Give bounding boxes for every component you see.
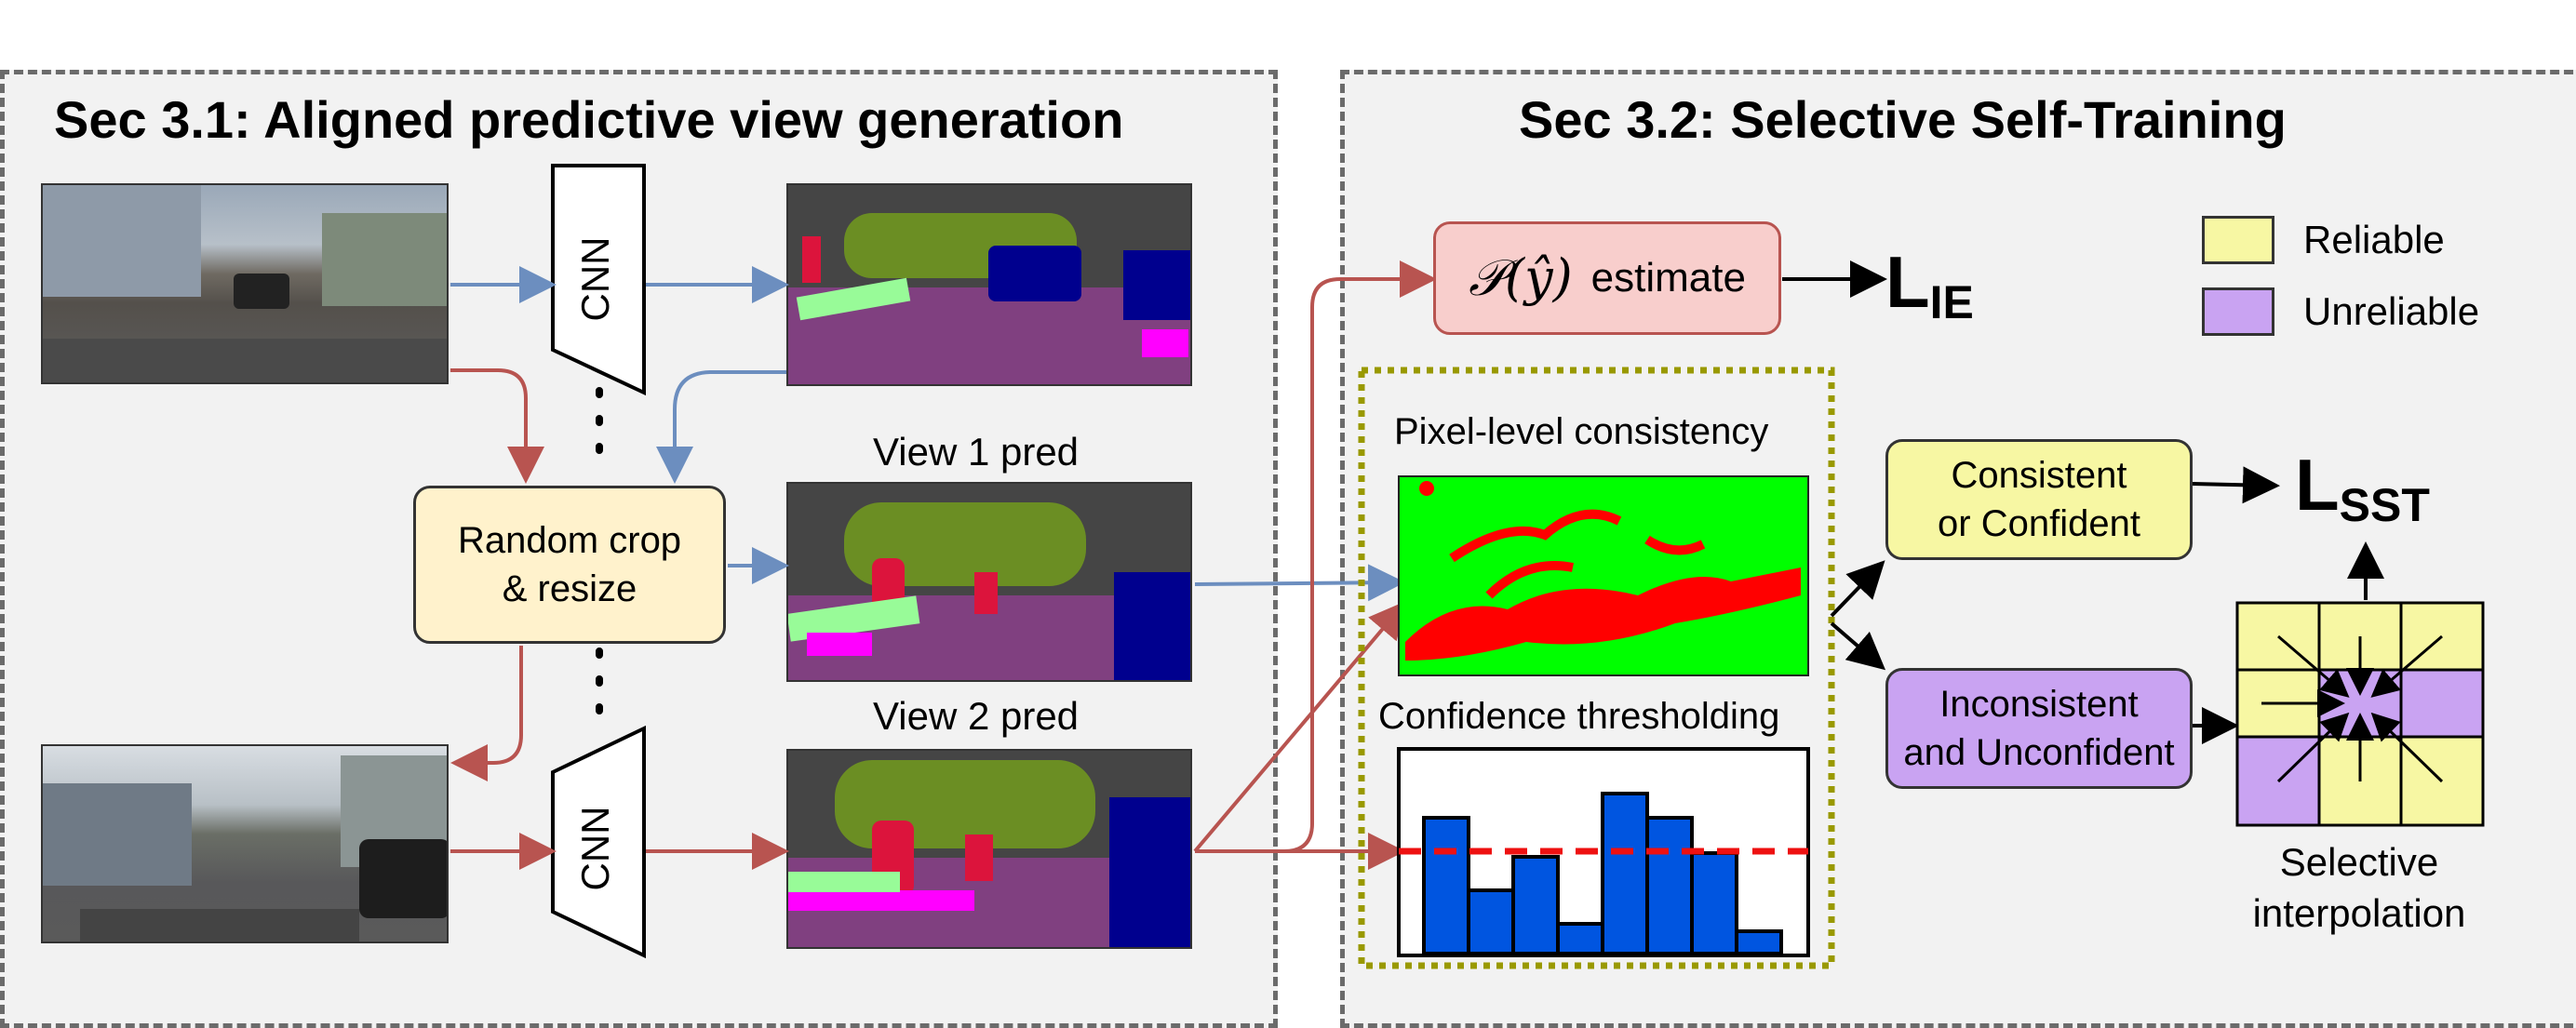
estimate-box: 𝒫(ŷ) estimate — [1433, 221, 1781, 335]
confidence-label: Confidence thresholding — [1378, 696, 1780, 737]
interp-label: Selective interpolation — [2234, 837, 2485, 939]
histogram-bar — [1556, 922, 1604, 955]
legend-reliable-label: Reliable — [2303, 218, 2445, 261]
cnn-top-label: CNN — [573, 237, 617, 322]
random-crop-box: Random crop & resize — [413, 486, 726, 644]
crop-line1: Random crop — [457, 520, 682, 561]
arrow-img-to-crop — [450, 368, 544, 484]
arrow-crop-to-img-bottom — [450, 646, 523, 781]
pred-view2 — [786, 749, 1192, 949]
consistent-box: Consistent or Confident — [1885, 439, 2193, 560]
arrow-view1-to-consistency — [1194, 564, 1405, 602]
consistency-map-dot — [1419, 481, 1434, 496]
histogram-bar — [1511, 855, 1560, 955]
histogram-bar — [1467, 888, 1515, 955]
histogram-bar — [1645, 816, 1694, 955]
loss-ie-sub: IE — [1930, 276, 1974, 328]
legend-unreliable-label: Unreliable — [2303, 289, 2480, 333]
loss-sst-sub: SST — [2340, 479, 2430, 531]
arrow-pred-top-to-crop — [656, 370, 786, 484]
histogram-bar — [1422, 816, 1470, 955]
crop-line2: & resize — [502, 568, 637, 609]
input-image-top — [41, 183, 449, 384]
loss-sst: LSST — [2295, 444, 2430, 531]
pred-view1 — [786, 482, 1192, 682]
sec31-title: Sec 3.1: Aligned predictive view generat… — [54, 90, 1124, 149]
view2-label: View 2 pred — [873, 694, 1080, 738]
sec32-title: Sec 3.2: Selective Self-Training — [1519, 90, 2287, 149]
consistent-line1: Consistent — [1951, 455, 2127, 496]
consistent-line2: or Confident — [1938, 503, 2140, 544]
inconsistent-box: Inconsistent and Unconfident — [1885, 668, 2193, 789]
inconsistent-line2: and Unconfident — [1903, 732, 2175, 773]
consistency-map-errors — [1405, 567, 1801, 661]
histogram-bars — [1422, 792, 1783, 955]
pred-top — [786, 183, 1192, 386]
histogram-bar — [1601, 792, 1649, 955]
legend-reliable-swatch — [2202, 216, 2274, 264]
histogram-bar — [1735, 929, 1783, 955]
inconsistent-line1: Inconsistent — [1939, 684, 2139, 725]
arrow-split-down — [1830, 621, 1886, 671]
legend-unreliable-swatch — [2202, 287, 2274, 336]
loss-sst-main: L — [2295, 444, 2340, 526]
estimate-text: estimate — [1590, 255, 1746, 301]
input-image-bottom — [41, 744, 449, 943]
estimate-math: 𝒫(ŷ) — [1469, 247, 1573, 307]
interpolation-grid — [2235, 601, 2485, 827]
arrow-consistent-to-lsst — [2192, 466, 2280, 504]
arrow-split-up — [1830, 560, 1885, 618]
consistency-label: Pixel-level consistency — [1394, 411, 1769, 452]
evidence-group-box — [1358, 367, 1835, 969]
loss-ie-main: L — [1885, 241, 1930, 323]
cnn-bottom-label: CNN — [573, 807, 617, 891]
arrow-view2-to-consistency — [1193, 600, 1407, 853]
view1-label: View 1 pred — [873, 430, 1080, 474]
interp-line1: Selective — [2279, 840, 2439, 884]
histogram-bar — [1690, 851, 1738, 955]
consistency-map-errors-2 — [1449, 509, 1706, 599]
interp-line2: interpolation — [2252, 890, 2466, 935]
loss-ie: LIE — [1885, 241, 1974, 328]
arrow-view2-to-estimate — [1195, 260, 1437, 853]
